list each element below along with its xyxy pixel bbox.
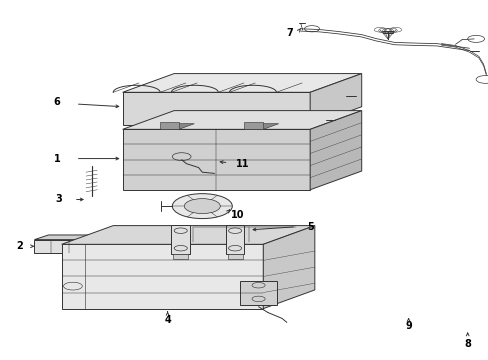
- Polygon shape: [244, 124, 278, 129]
- Polygon shape: [34, 240, 86, 253]
- Polygon shape: [160, 122, 179, 129]
- Polygon shape: [61, 244, 263, 309]
- Polygon shape: [239, 282, 277, 305]
- Polygon shape: [122, 129, 309, 190]
- Text: 10: 10: [231, 210, 244, 220]
- Circle shape: [172, 194, 232, 219]
- Text: 6: 6: [54, 97, 60, 107]
- Polygon shape: [34, 235, 100, 240]
- Circle shape: [184, 199, 220, 213]
- Polygon shape: [86, 235, 100, 253]
- Text: 2: 2: [16, 241, 23, 251]
- Polygon shape: [227, 254, 242, 259]
- Text: 3: 3: [55, 194, 62, 204]
- Text: 4: 4: [164, 315, 171, 325]
- Polygon shape: [309, 111, 361, 190]
- Polygon shape: [171, 225, 190, 254]
- Polygon shape: [309, 73, 361, 125]
- Polygon shape: [122, 111, 361, 129]
- Polygon shape: [122, 92, 309, 125]
- Text: 7: 7: [285, 28, 292, 39]
- Text: 1: 1: [54, 154, 60, 163]
- Polygon shape: [61, 226, 314, 244]
- Polygon shape: [122, 73, 361, 92]
- Text: 5: 5: [306, 222, 313, 232]
- Text: 11: 11: [235, 159, 249, 170]
- Polygon shape: [225, 225, 244, 254]
- Text: 8: 8: [463, 339, 470, 349]
- Polygon shape: [160, 124, 194, 129]
- Polygon shape: [263, 226, 314, 309]
- Polygon shape: [244, 122, 263, 129]
- Polygon shape: [173, 254, 188, 259]
- Text: 9: 9: [405, 321, 411, 331]
